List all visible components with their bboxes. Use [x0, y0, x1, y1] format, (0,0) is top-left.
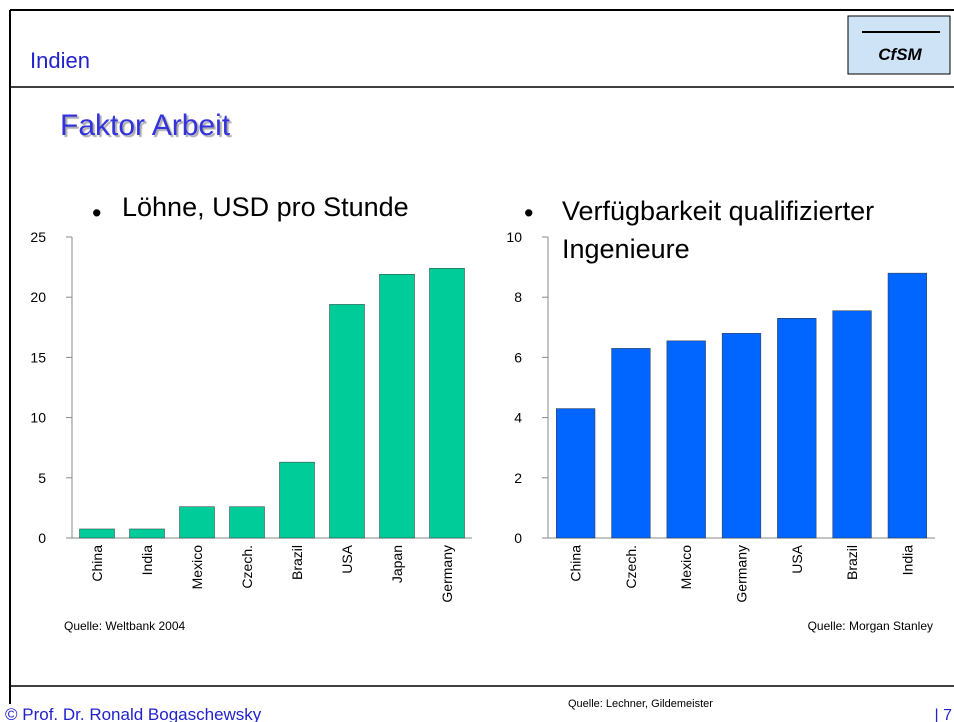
- chart-title: Löhne, USD pro Stunde: [122, 192, 409, 222]
- y-tick-label: 8: [514, 289, 522, 305]
- y-tick-label: 5: [38, 470, 46, 486]
- footer-author: © Prof. Dr. Ronald Bogaschewsky: [5, 705, 262, 722]
- bar: [79, 528, 115, 539]
- y-tick-label: 15: [30, 349, 46, 365]
- chart-source: Quelle: Morgan Stanley: [808, 619, 933, 633]
- y-tick-label: 4: [514, 410, 522, 426]
- bar: [229, 506, 265, 539]
- x-tick-label: India: [899, 545, 915, 576]
- x-tick-label: Mexico: [189, 545, 205, 590]
- y-tick-label: 2: [514, 470, 522, 486]
- x-tick-label: Czech.: [239, 545, 255, 589]
- x-tick-label: USA: [339, 544, 355, 573]
- page-number: | 7: [935, 707, 953, 722]
- logo-box: [847, 15, 951, 75]
- chart-title: Verfügbarkeit qualifizierter Ingenieure: [562, 196, 875, 264]
- x-tick-label: Mexico: [678, 545, 694, 590]
- bar: [329, 304, 365, 539]
- header-title: Indien: [30, 48, 90, 73]
- chart-source: Quelle: Weltbank 2004: [64, 619, 186, 633]
- x-tick-label: India: [139, 545, 155, 576]
- bar: [279, 461, 315, 539]
- bar: [832, 310, 872, 539]
- bullet: •: [524, 198, 533, 228]
- bar: [556, 408, 596, 539]
- bar: [379, 274, 415, 539]
- bar: [721, 333, 762, 539]
- x-tick-label: Brazil: [289, 545, 305, 580]
- y-tick-label: 10: [506, 229, 522, 245]
- bar: [777, 318, 817, 539]
- bar: [429, 268, 465, 539]
- x-tick-label: China: [89, 545, 105, 582]
- logo: CfSM: [878, 45, 922, 64]
- x-tick-label: Czech.: [623, 545, 639, 589]
- x-tick-label: Brazil: [844, 545, 860, 580]
- heading: Faktor Arbeit: [60, 109, 231, 142]
- y-tick-label: 6: [514, 349, 522, 365]
- bullet: •: [92, 198, 101, 228]
- x-tick-label: Germany: [734, 545, 750, 603]
- x-tick-label: Japan: [389, 545, 405, 583]
- y-tick-label: 25: [30, 229, 46, 245]
- bar: [179, 506, 215, 539]
- y-tick-label: 0: [38, 530, 46, 546]
- bar: [611, 348, 651, 539]
- bar: [887, 272, 927, 539]
- x-tick-label: USA: [789, 544, 805, 573]
- x-tick-label: Germany: [439, 545, 455, 603]
- y-tick-label: 0: [514, 530, 522, 546]
- bar: [129, 528, 165, 539]
- x-tick-label: China: [568, 545, 584, 582]
- y-tick-label: 10: [30, 410, 46, 426]
- footer-source: Quelle: Lechner, Gildemeister: [568, 698, 713, 710]
- y-tick-label: 20: [30, 289, 46, 305]
- bar: [666, 340, 706, 539]
